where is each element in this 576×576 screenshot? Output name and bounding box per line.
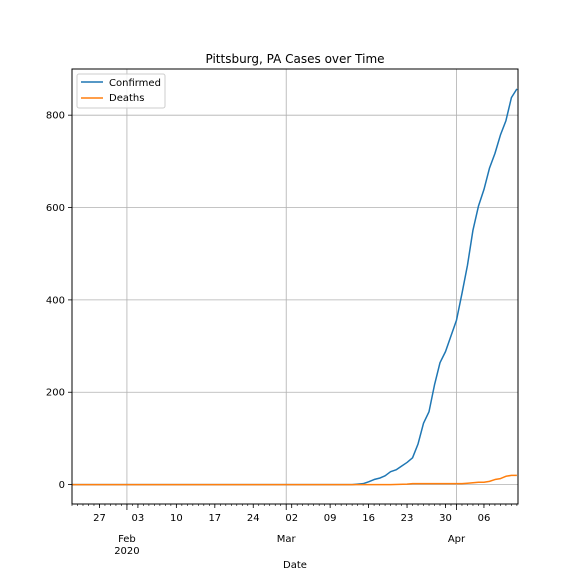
legend-label-confirmed: Confirmed (109, 78, 161, 89)
x-tick-label: 23 (401, 513, 414, 524)
series-line-confirmed (72, 89, 517, 485)
x-year-label: 2020 (114, 546, 139, 557)
y-tick-label: 600 (46, 203, 65, 214)
x-tick-label: 24 (247, 513, 260, 524)
legend: Confirmed Deaths (77, 74, 165, 108)
x-axis-label: Date (283, 560, 307, 571)
legend-label-deaths: Deaths (109, 93, 144, 104)
x-tick-label: 06 (478, 513, 491, 524)
x-month-label: Feb (118, 534, 136, 545)
x-tick-label: 10 (170, 513, 183, 524)
grid-lines (72, 69, 518, 504)
y-tick-label: 200 (46, 388, 65, 399)
y-tick-label: 400 (46, 295, 65, 306)
x-tick-label: 03 (132, 513, 145, 524)
y-tick-label: 0 (59, 480, 65, 491)
x-tick-label: 27 (93, 513, 106, 524)
x-tick-label: 17 (208, 513, 221, 524)
series-line-deaths (72, 475, 517, 484)
x-month-label: Mar (277, 534, 297, 545)
x-tick-label: 16 (362, 513, 375, 524)
x-tick-label: 09 (324, 513, 337, 524)
x-tick-label: 30 (439, 513, 452, 524)
plot-frame (72, 69, 518, 504)
x-tick-label: 02 (285, 513, 298, 524)
series-lines (72, 89, 517, 485)
x-month-label: Apr (448, 534, 466, 545)
y-tick-label: 800 (46, 111, 65, 122)
chart-title: Pittsburg, PA Cases over Time (205, 52, 384, 66)
